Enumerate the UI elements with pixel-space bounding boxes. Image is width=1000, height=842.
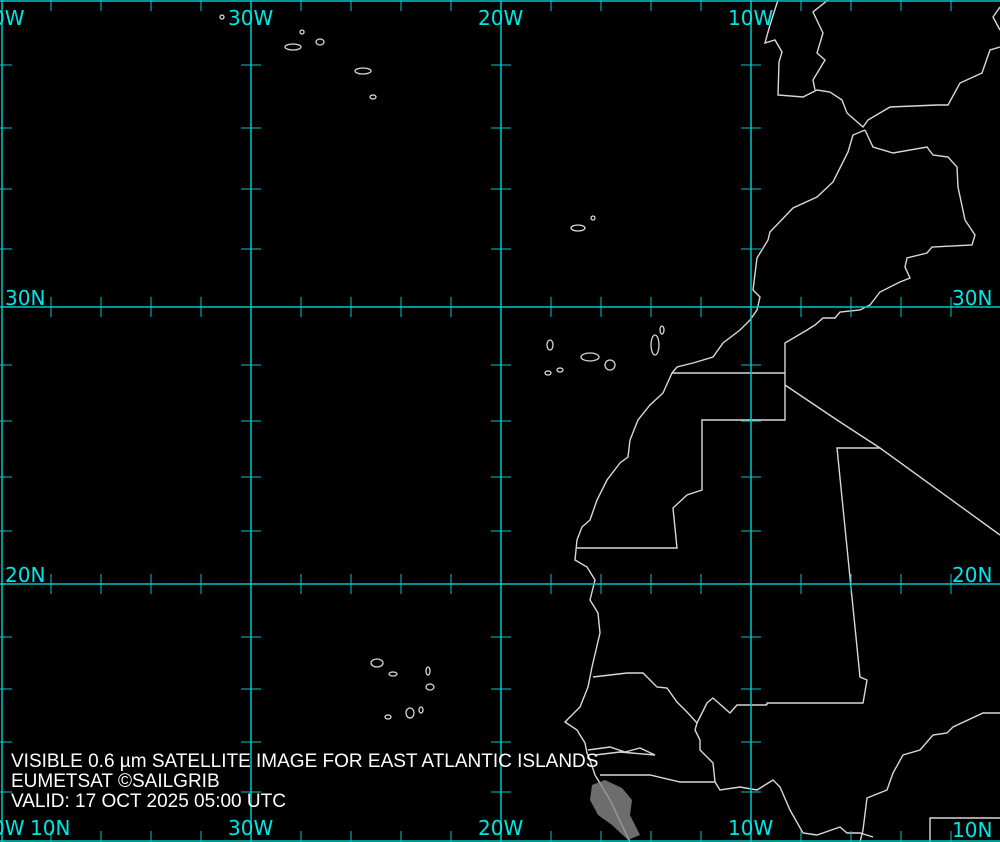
border-spain-portugal bbox=[812, 0, 829, 91]
grid-label-bottom-10w: 10W bbox=[728, 816, 774, 840]
island-5 bbox=[650, 334, 660, 356]
island-14 bbox=[219, 14, 225, 20]
cloud-patch bbox=[590, 780, 640, 840]
caption-credit: EUMETSAT ©SAILGRIB bbox=[11, 771, 220, 792]
island-8 bbox=[590, 215, 596, 221]
island-16 bbox=[388, 671, 398, 677]
grid-label-right-10n: 10N bbox=[952, 818, 993, 842]
border-gambia bbox=[587, 746, 656, 756]
island-10 bbox=[315, 38, 325, 46]
grid-label-top-10w: 10W bbox=[728, 6, 774, 30]
island-2 bbox=[544, 370, 552, 376]
caption-title: VISIBLE 0.6 µm SATELLITE IMAGE FOR EAST … bbox=[11, 751, 599, 772]
island-7 bbox=[570, 224, 586, 232]
coast-morocco-westafrica bbox=[563, 129, 866, 842]
island-4 bbox=[604, 359, 616, 371]
border-senegal-mauritania bbox=[592, 672, 767, 725]
island-1 bbox=[556, 367, 564, 373]
island-0 bbox=[546, 339, 554, 351]
grid-label-top-20w: 20W bbox=[478, 6, 524, 30]
island-9 bbox=[284, 43, 302, 51]
grid-label-left-10n: 10N bbox=[30, 816, 71, 840]
grid-label-bottom-20w: 20W bbox=[478, 816, 524, 840]
island-15 bbox=[370, 658, 384, 668]
grid-label-right-20n: 20N bbox=[952, 563, 993, 587]
grid-label-left-20n: 20N bbox=[5, 563, 46, 587]
island-17 bbox=[425, 666, 431, 676]
border-mauritania-mali bbox=[766, 447, 880, 705]
border-bottom-right bbox=[929, 817, 1000, 842]
border-guinea bbox=[600, 774, 715, 783]
island-21 bbox=[418, 706, 424, 714]
border-algeria-mauritania bbox=[784, 384, 1000, 536]
island-12 bbox=[354, 67, 372, 75]
island-6 bbox=[659, 325, 665, 335]
coast-portugal-spain bbox=[763, 0, 1000, 129]
island-20 bbox=[405, 707, 415, 719]
grid-label-top-40w: 0W bbox=[0, 6, 25, 30]
grid-label-right-30n: 30N bbox=[952, 286, 993, 310]
island-19 bbox=[384, 714, 392, 720]
grid-label-bottom-40w: 0W bbox=[0, 816, 25, 840]
island-3 bbox=[580, 352, 600, 362]
coast-spain-east bbox=[992, 6, 1000, 31]
border-senegal-mali bbox=[694, 722, 874, 838]
grid-label-top-30w: 30W bbox=[228, 6, 274, 30]
border-mali-east bbox=[859, 712, 1000, 842]
island-11 bbox=[299, 29, 305, 35]
grid-label-left-30n: 30N bbox=[5, 286, 46, 310]
border-morocco-algeria bbox=[577, 129, 976, 549]
island-18 bbox=[425, 683, 435, 691]
island-13 bbox=[369, 94, 377, 100]
caption-valid-time: VALID: 17 OCT 2025 05:00 UTC bbox=[11, 791, 286, 812]
grid-label-bottom-30w: 30W bbox=[228, 816, 274, 840]
